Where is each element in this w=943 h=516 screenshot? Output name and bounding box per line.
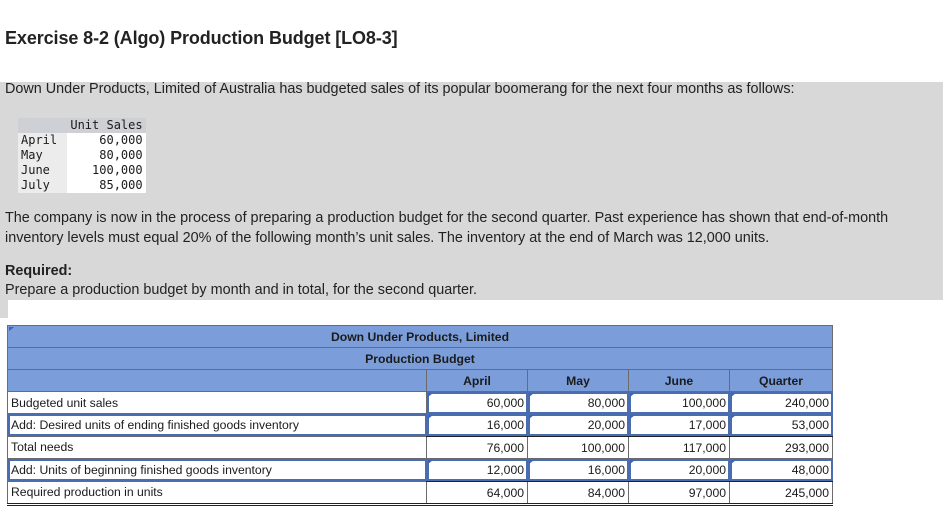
intro-text: Down Under Products, Limited of Australi… — [5, 81, 795, 97]
may-required-production: 84,000 — [527, 480, 629, 506]
budget-company-name: Down Under Products, Limited — [7, 325, 833, 348]
may-beginning-input[interactable]: 16,000 — [527, 458, 629, 482]
problem-paragraph: The company is now in the process of pre… — [5, 210, 889, 246]
input-flag-icon — [529, 415, 534, 419]
input-flag-icon — [8, 326, 14, 331]
row-label: Total needs — [7, 435, 427, 459]
input-flag-icon — [428, 460, 433, 464]
sales-month: July — [18, 178, 68, 193]
quarter-sales-input[interactable]: 240,000 — [729, 391, 833, 414]
june-total-needs: 117,000 — [628, 435, 730, 459]
input-flag-icon — [630, 415, 635, 419]
april-total-needs: 76,000 — [426, 435, 528, 459]
sales-header: Unit Sales — [67, 118, 146, 133]
panel-edge — [0, 300, 8, 318]
problem-panel — [0, 82, 943, 300]
column-header-april: April — [426, 369, 528, 392]
unit-sales-table: Unit Sales April 60,000 May 80,000 June … — [18, 118, 146, 193]
sales-month: June — [18, 163, 68, 178]
sales-month: May — [18, 148, 68, 163]
june-beginning-input[interactable]: 20,000 — [628, 458, 730, 482]
budget-row-required-production: Required production in units 64,000 84,0… — [7, 480, 833, 506]
april-ending-input[interactable]: 16,000 — [426, 413, 528, 437]
column-header-june: June — [628, 369, 730, 392]
input-flag-icon — [428, 393, 433, 397]
sales-row: April 60,000 — [18, 133, 146, 148]
input-flag-icon — [630, 460, 635, 464]
sales-units: 60,000 — [67, 133, 146, 148]
sales-row: June 100,000 — [18, 163, 146, 178]
april-beginning-input[interactable]: 12,000 — [426, 458, 528, 482]
sales-month: April — [18, 133, 68, 148]
april-sales-input[interactable]: 60,000 — [426, 391, 528, 414]
header-blank — [7, 369, 427, 392]
sales-header-blank — [18, 118, 68, 133]
production-budget-table: Down Under Products, Limited Production … — [7, 325, 833, 506]
row-label: Required production in units — [7, 480, 427, 506]
row-label: Budgeted unit sales — [7, 391, 427, 414]
column-header-may: May — [527, 369, 629, 392]
input-flag-icon — [428, 415, 433, 419]
sales-units: 85,000 — [67, 178, 146, 193]
budget-row-total-needs: Total needs 76,000 100,000 117,000 293,0… — [7, 435, 833, 459]
required-label: Required: — [5, 263, 73, 279]
budget-row-sales: Budgeted unit sales 60,000 80,000 100,00… — [7, 391, 833, 414]
budget-row-beginning-inventory: Add: Units of beginning finished goods i… — [7, 326, 833, 482]
june-required-production: 97,000 — [628, 480, 730, 506]
input-flag-icon — [630, 393, 635, 397]
june-sales-input[interactable]: 100,000 — [628, 391, 730, 414]
may-total-needs: 100,000 — [527, 435, 629, 459]
input-flag-icon — [529, 460, 534, 464]
quarter-beginning-input[interactable]: 48,000 — [729, 458, 833, 482]
april-required-production: 64,000 — [426, 480, 528, 506]
budget-row-ending-inventory: Add: Desired units of ending finished go… — [7, 326, 833, 437]
sales-row: July 85,000 — [18, 178, 146, 193]
input-flag-icon — [529, 393, 534, 397]
sales-units: 80,000 — [67, 148, 146, 163]
quarter-ending-input[interactable]: 53,000 — [729, 413, 833, 437]
required-text: Prepare a production budget by month and… — [5, 282, 478, 298]
sales-units: 100,000 — [67, 163, 146, 178]
june-ending-input[interactable]: 17,000 — [628, 413, 730, 437]
sales-row: May 80,000 — [18, 148, 146, 163]
input-flag-icon — [731, 393, 736, 397]
column-header-quarter: Quarter — [729, 369, 833, 392]
row-label-dropdown[interactable]: Add: Units of beginning finished goods i… — [7, 326, 427, 482]
exercise-title: Exercise 8-2 (Algo) Production Budget [L… — [5, 28, 398, 48]
input-flag-icon — [731, 460, 736, 464]
quarter-total-needs: 293,000 — [729, 435, 833, 459]
quarter-required-production: 245,000 — [729, 480, 833, 506]
row-label-dropdown[interactable]: Add: Desired units of ending finished go… — [7, 326, 427, 437]
budget-title: Production Budget — [7, 347, 833, 370]
input-flag-icon — [731, 415, 736, 419]
may-sales-input[interactable]: 80,000 — [527, 391, 629, 414]
may-ending-input[interactable]: 20,000 — [527, 413, 629, 437]
